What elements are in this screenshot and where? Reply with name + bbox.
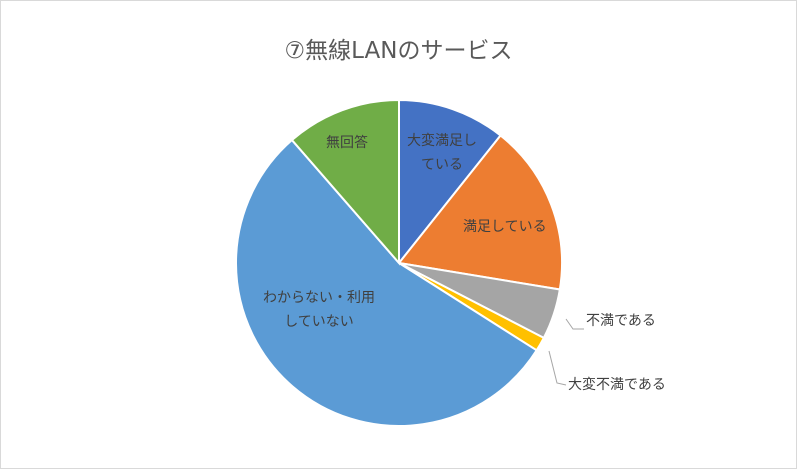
label-text: 大変満足している xyxy=(407,133,477,173)
slice-label-very-satisfied: 大変満足している xyxy=(397,129,487,177)
pie-slice-very-satisfied xyxy=(398,98,502,266)
leader-line-very-dissatisfied xyxy=(548,350,567,386)
pie-slice-unknown-not-used xyxy=(235,138,539,427)
pie-slice-satisfied xyxy=(397,134,563,291)
label-text: わからない・利用していない xyxy=(263,290,375,330)
chart-title: ⑦無線LANのサービス xyxy=(284,38,513,64)
slice-label-dissatisfied: 不満である xyxy=(586,313,656,329)
leader-line-dissatisfied xyxy=(565,318,584,330)
slice-label-no-answer: 無回答 xyxy=(326,135,368,151)
slice-label-satisfied: 満足している xyxy=(463,219,547,235)
slice-label-very-dissatisfied: 大変不満である xyxy=(568,377,666,393)
slice-label-unknown-not-used: わからない・利用していない xyxy=(259,286,379,334)
pie-slice-no-answer xyxy=(290,98,400,266)
